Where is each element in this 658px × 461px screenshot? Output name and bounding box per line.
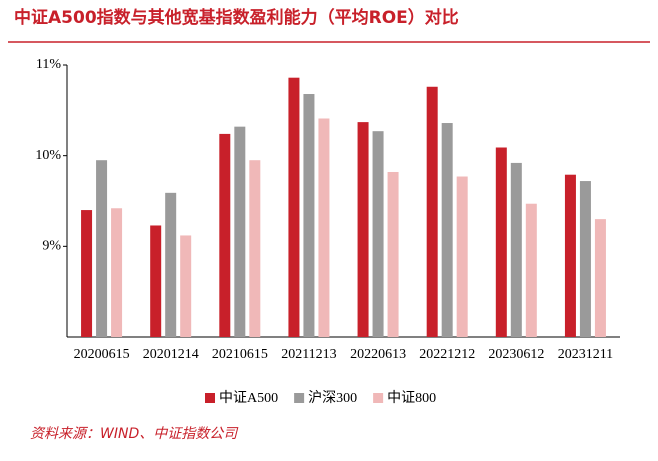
bar <box>495 147 507 337</box>
bar <box>456 176 468 337</box>
x-tick-label: 20200615 <box>74 347 130 362</box>
x-tick-label: 20210615 <box>212 347 268 362</box>
source-note: 资料来源：WIND、中证指数公司 <box>30 426 239 442</box>
y-tick-label: 11% <box>36 57 61 72</box>
bar <box>510 162 522 337</box>
bar <box>180 235 192 337</box>
bar <box>111 208 123 337</box>
x-tick-label: 20201214 <box>143 347 199 362</box>
bar <box>426 86 438 337</box>
bar <box>564 174 576 337</box>
bar <box>96 160 108 337</box>
bar <box>357 122 369 338</box>
x-tick-label: 20231211 <box>558 347 613 362</box>
legend-label: 沪深300 <box>308 390 357 406</box>
bar <box>234 126 246 337</box>
legend-swatch <box>373 393 384 403</box>
y-tick-label: 10% <box>35 148 61 163</box>
bar <box>441 123 453 337</box>
bar <box>81 210 93 337</box>
bar <box>150 225 162 337</box>
legend-swatch <box>294 393 305 403</box>
y-tick-label: 9% <box>42 239 61 254</box>
bar <box>249 160 261 337</box>
bar <box>594 219 606 337</box>
bar <box>387 171 399 337</box>
legend-label: 中证A500 <box>219 390 278 406</box>
x-tick-label: 20230612 <box>488 347 544 362</box>
bar <box>219 133 231 337</box>
x-tick-label: 20211213 <box>281 347 336 362</box>
bar <box>165 192 177 337</box>
bar <box>579 181 591 337</box>
bar <box>288 77 300 338</box>
bar <box>372 131 384 337</box>
x-tick-label: 20220613 <box>350 347 406 362</box>
bar <box>318 118 330 337</box>
bar <box>303 94 315 337</box>
legend-swatch <box>205 393 215 403</box>
chart-title: 中证A500指数与其他宽基指数盈利能力（平均ROE）对比 <box>14 7 459 28</box>
bar <box>525 203 537 337</box>
legend-label: 中证800 <box>387 390 436 406</box>
x-tick-label: 20221212 <box>419 347 475 362</box>
